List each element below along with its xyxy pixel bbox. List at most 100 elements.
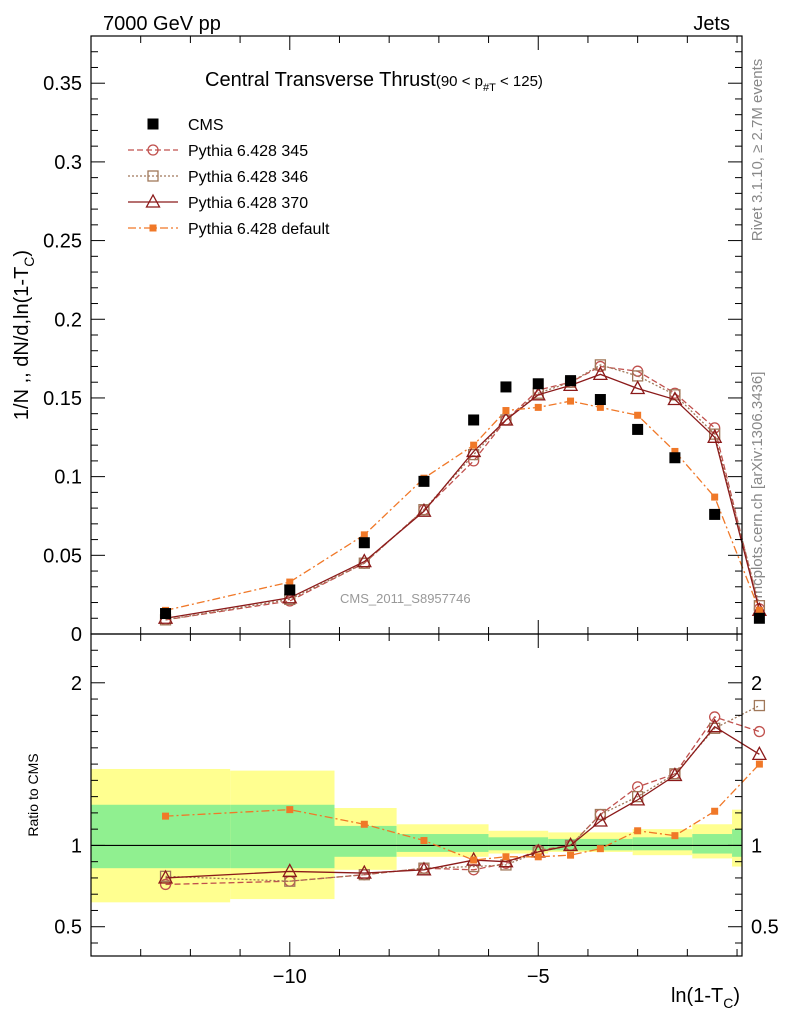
header-energy: 7000 GeV pp	[103, 13, 221, 35]
point-p370	[707, 428, 723, 443]
point-cms	[284, 584, 296, 596]
ratio-band-inner	[91, 804, 231, 869]
point-cms	[594, 394, 606, 406]
point-pdef	[671, 447, 679, 455]
ratio-tick-label: 1	[71, 835, 82, 857]
y-tick-label: 0	[71, 624, 82, 646]
ratio-point-p370	[707, 718, 723, 733]
y-tick-label: 0.35	[43, 73, 82, 95]
chart-title-sub: (90 < p	[436, 73, 483, 90]
mcplots-label: mcplots.cern.ch [arXiv:1306.3436]	[749, 372, 766, 599]
ratio-point-p370	[356, 864, 372, 879]
ratio-band-inner	[548, 838, 633, 851]
ratio-tick-label-right: 0.5	[751, 917, 779, 939]
point-pdef	[360, 531, 368, 539]
ratio-point-p370	[592, 812, 608, 827]
ratio-point-pdef	[755, 760, 763, 768]
series-line-p370	[165, 373, 761, 619]
ratio-band-inner	[334, 825, 397, 857]
ratio-point-pdef	[420, 837, 428, 845]
point-cms	[709, 508, 721, 520]
legend-label-p346: Pythia 6.428 346	[188, 169, 308, 186]
ratio-point-pdef	[502, 853, 510, 861]
chart-title-main: Central Transverse Thrust	[205, 69, 436, 91]
ratio-point-p345	[159, 878, 172, 891]
ratio-point-pdef	[671, 832, 679, 840]
x-axis-label: ln(1-TC)	[671, 985, 740, 1011]
series-line-pdef	[165, 400, 760, 612]
ratio-band-inner	[732, 829, 742, 857]
legend-marker-cms	[147, 118, 159, 130]
ratio-point-p370	[416, 861, 432, 876]
point-p370	[667, 391, 683, 406]
ratio-point-p345	[709, 711, 721, 723]
point-cms	[418, 475, 430, 487]
point-cms	[753, 612, 765, 624]
point-cms	[468, 414, 480, 426]
ratio-point-p370	[498, 853, 514, 868]
y-axis-label: 1/N ,, dN/d,ln(1-TC)	[11, 250, 37, 420]
point-p346	[594, 359, 607, 371]
point-p370	[592, 365, 608, 380]
point-cms	[500, 381, 512, 393]
ratio-band-inner	[488, 837, 549, 851]
ratio-point-pdef	[634, 827, 642, 835]
point-cms	[358, 537, 370, 549]
chart-title-sub-index: #T	[483, 82, 496, 94]
point-pdef	[755, 606, 763, 614]
x-tick-label: −5	[527, 966, 550, 988]
ratio-point-p345	[753, 725, 766, 738]
axes-group: 0 0.05 0.1 0.15 0.2 0.25 0.3 0.35 −10 −5 0.5 0.5 1 1 2…	[43, 35, 779, 988]
ratio-point-p370	[667, 767, 683, 782]
legend-marker-p370	[145, 193, 161, 208]
point-cms	[565, 375, 577, 387]
ratio-line-p345	[165, 716, 760, 886]
chart-title: Central Transverse Thrust(90 < p#T < 125…	[205, 69, 543, 94]
legend: CMS Pythia 6.428 345 Pythia 6.428 346 Pythi…	[128, 117, 330, 238]
header-jets: Jets	[693, 13, 730, 35]
series-line-p346	[165, 364, 761, 621]
point-p370	[530, 386, 546, 401]
ratio-tick-label: 0.5	[54, 917, 82, 939]
point-pdef	[470, 441, 478, 449]
ratio-point-pdef	[711, 807, 719, 815]
point-p370	[416, 502, 432, 517]
ratio-band-inner	[692, 834, 733, 854]
legend-label-pdef: Pythia 6.428 default	[188, 221, 330, 238]
point-p370	[356, 553, 372, 568]
ratio-band-inner	[230, 804, 335, 869]
point-p345	[467, 455, 480, 467]
point-cms	[632, 423, 644, 435]
legend-label-p345: Pythia 6.428 345	[188, 143, 308, 160]
y-tick-label: 0.15	[43, 388, 82, 410]
point-pdef	[711, 493, 719, 501]
rivet-version-label: Rivet 3.1.10, ≥ 2.7M events	[749, 59, 766, 242]
y-tick-label: 0.2	[54, 309, 82, 331]
x-tick-label: −10	[273, 966, 307, 988]
ratio-point-pdef	[162, 812, 170, 820]
point-p370	[282, 589, 298, 604]
point-p370	[466, 443, 482, 458]
point-pdef	[534, 403, 542, 411]
ratio-point-pdef	[286, 806, 294, 814]
ratio-point-p346	[753, 699, 766, 712]
point-cms	[532, 378, 544, 390]
point-p370	[498, 411, 514, 426]
ratio-point-p370	[751, 745, 767, 760]
point-pdef	[286, 578, 294, 586]
ratio-y-axis-label: Ratio to CMS	[25, 753, 41, 836]
ratio-point-p370	[282, 863, 298, 878]
ratio-frame	[90, 633, 743, 957]
ratio-point-p370	[630, 791, 646, 806]
ratio-point-p370	[562, 837, 579, 852]
ratio-panel-background	[91, 768, 742, 903]
ratio-band-inner	[632, 837, 693, 851]
legend-marker-p345	[147, 144, 159, 156]
ratio-point-pdef	[534, 853, 542, 861]
y-tick-label: 0.25	[43, 231, 82, 253]
ratio-point-pdef	[470, 856, 478, 864]
chart-title-sub-end: < 125)	[496, 73, 543, 90]
point-p370	[630, 380, 646, 395]
legend-marker-p346	[147, 170, 159, 182]
